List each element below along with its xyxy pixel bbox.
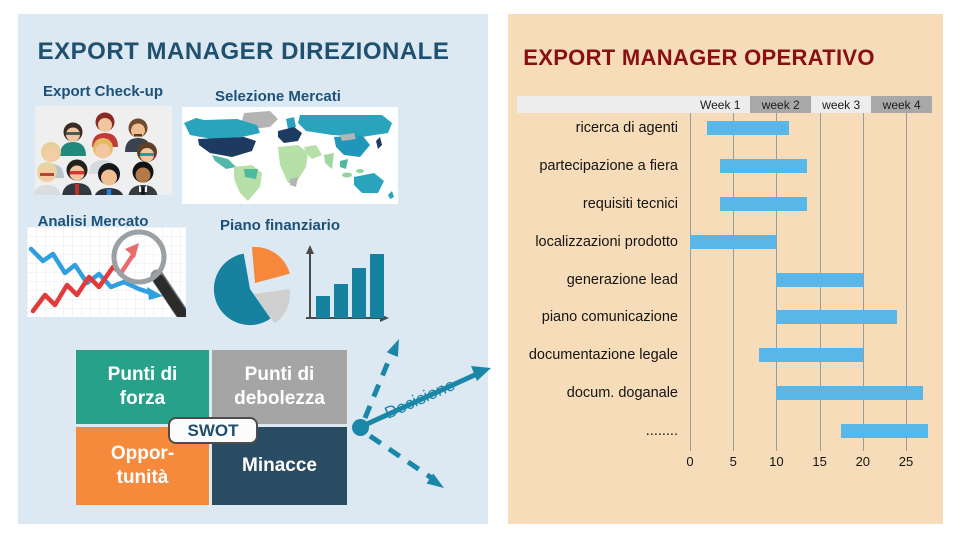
analisi-mercato-label: Analisi Mercato [37, 213, 149, 230]
task-bar [707, 120, 790, 135]
bar-chart-icon [306, 245, 389, 322]
x-tick-0: 0 [686, 454, 694, 469]
decision-label: Decisione [382, 375, 458, 423]
task-bar [690, 234, 777, 249]
gridline-20 [862, 113, 864, 451]
task-label: requisiti tecnici [582, 195, 678, 212]
right-panel-title: EXPORT MANAGER OPERATIVO [523, 45, 875, 70]
task-label: documentazione legale [528, 347, 678, 364]
task-label: docum. doganale [566, 385, 678, 402]
gridline-25 [906, 113, 907, 451]
dashed-up-arrowhead-icon [386, 339, 399, 357]
week-header-3: week 3 [810, 96, 872, 113]
x-tick-15: 15 [812, 454, 827, 469]
week-header-4: week 4 [871, 96, 932, 113]
left-panel-title: EXPORT MANAGER DIREZIONALE [37, 38, 450, 65]
pie-chart-icon [213, 246, 290, 326]
x-tick-20: 20 [855, 454, 871, 469]
swot-tag: SWOT [168, 417, 258, 444]
week-header-1: Week 1 [690, 96, 751, 113]
x-tick-10: 10 [769, 454, 784, 469]
task-label: partecipazione a fiera [539, 157, 678, 174]
selezione-mercati-label: Selezione Mercati [215, 88, 341, 105]
decision-arrows: Decisione [352, 339, 491, 488]
financial-plan-illustration [213, 245, 389, 326]
task-label: ricerca di agenti [575, 119, 678, 136]
swot-strengths-cell: Punti di forza [76, 350, 209, 424]
task-bar [759, 348, 863, 363]
task-bar [720, 158, 807, 173]
solid-arrowhead-icon [471, 366, 491, 381]
decision-node-icon [352, 419, 369, 436]
week-header-2: week 2 [750, 96, 811, 113]
task-label: ........ [645, 423, 678, 440]
task-bar [841, 424, 928, 439]
magnifier-icon [111, 229, 186, 317]
people-group-illustration [35, 106, 172, 195]
export-checkup-label: Export Check-up [42, 83, 163, 100]
task-bar [776, 386, 924, 401]
swot-weaknesses-cell: Punti di debolezza [212, 350, 347, 424]
swot-matrix: Punti di forza Punti di debolezza Oppor- t… [76, 350, 347, 505]
right-panel: EXPORT MANAGER OPERATIVO Week 1 week 2 wee… [508, 14, 943, 524]
task-bar [720, 196, 807, 211]
task-label: localizzazioni prodotto [535, 233, 678, 250]
left-panel: EXPORT MANAGER DIREZIONALE Export Check-… [18, 14, 491, 524]
dashed-down-arrowhead-icon [426, 473, 444, 488]
task-bar [776, 272, 863, 287]
task-label: generazione lead [566, 271, 678, 288]
world-map-illustration [182, 107, 398, 204]
x-tick-25: 25 [898, 454, 914, 469]
task-bar [776, 310, 898, 325]
task-label: piano comunicazione [541, 309, 678, 326]
gridline-0 [690, 113, 691, 451]
x-tick-5: 5 [729, 454, 737, 469]
market-analysis-illustration [27, 227, 186, 317]
piano-finanziario-label: Piano finanziario [219, 217, 340, 234]
swot-threats-cell: Minacce [212, 427, 347, 505]
gantt-chart: Week 1 week 2 week 3 week 4 0 5 10 15 20 25 ricerc… [508, 14, 943, 524]
gridline-5 [733, 113, 735, 451]
